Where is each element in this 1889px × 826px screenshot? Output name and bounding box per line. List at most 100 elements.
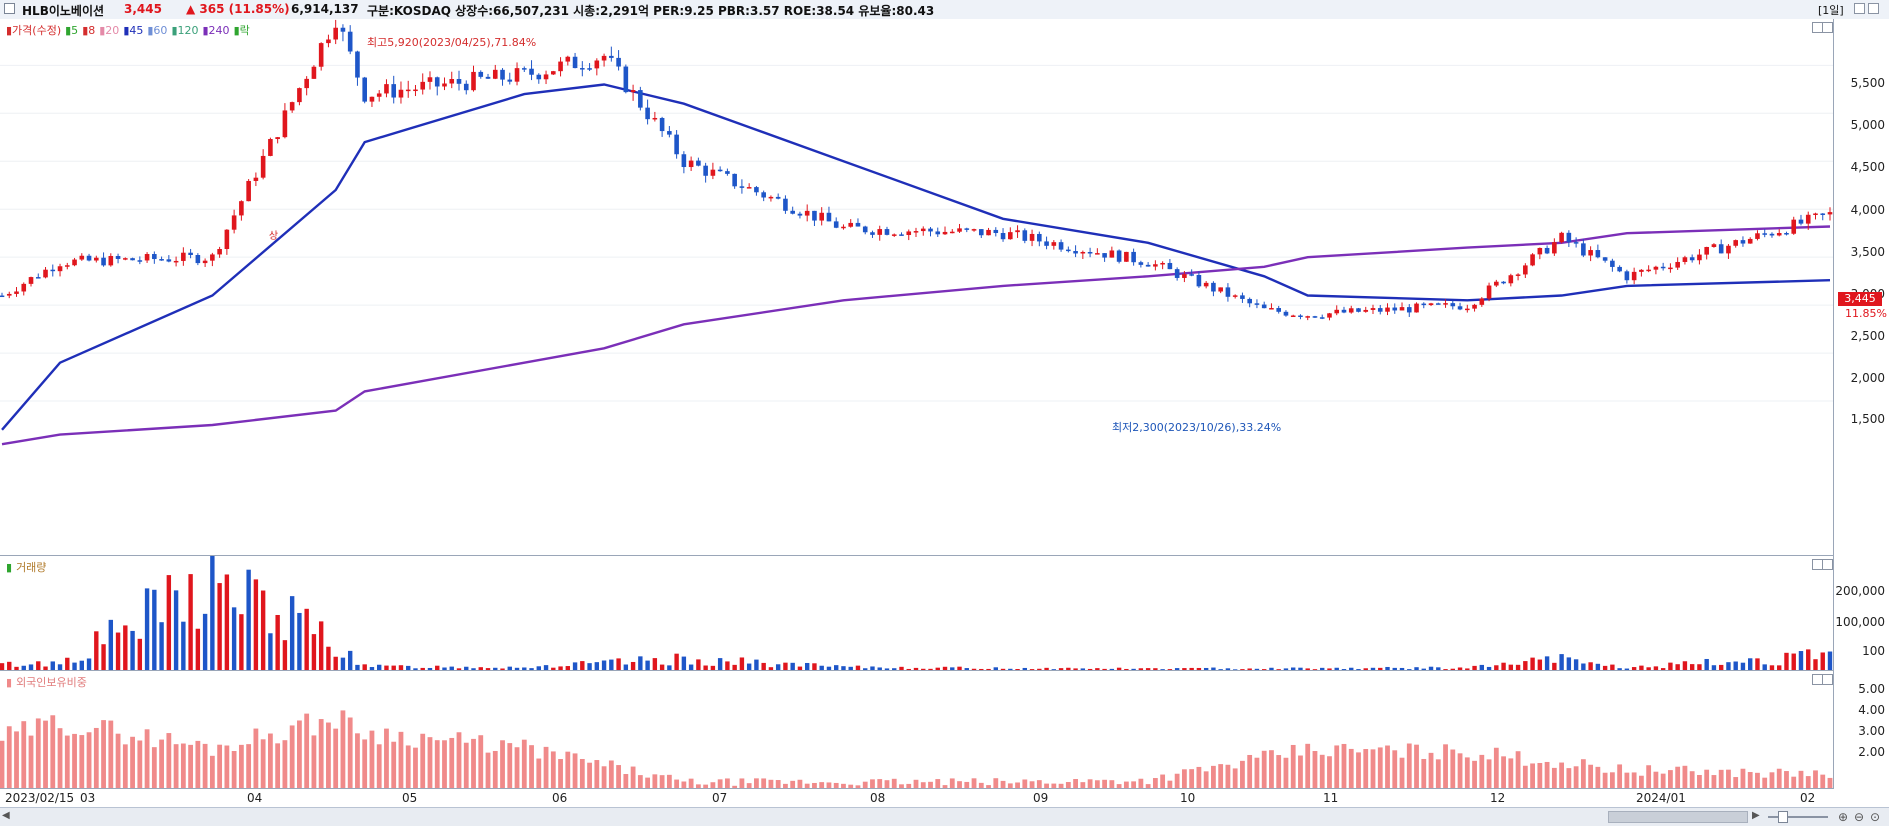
candle-body <box>1008 232 1013 240</box>
candle-body <box>703 165 708 176</box>
candle-body <box>870 232 875 235</box>
candle-body <box>1109 250 1115 258</box>
candle-body <box>1073 251 1078 254</box>
price-chart-panel[interactable]: ▮가격(수정) ▮5 ▮8 ▮20 ▮45 ▮60 ▮120 ▮240 ▮락 <box>0 19 1833 556</box>
candle-body <box>1037 233 1042 242</box>
header-checkbox[interactable] <box>4 3 15 14</box>
minimize-icon[interactable] <box>1854 3 1865 14</box>
zoom-out-icon[interactable]: ⊖ <box>1853 810 1865 824</box>
volume-bar <box>1058 668 1064 670</box>
scroll-left-icon[interactable]: ◀ <box>2 810 10 821</box>
volume-bar <box>1617 668 1622 670</box>
foreign-bar <box>195 740 201 788</box>
volume-bar <box>1167 669 1173 670</box>
candle-body <box>942 231 948 235</box>
foreign-bar <box>1218 764 1224 788</box>
foreign-ownership-panel[interactable]: ▮ 외국인보유비중 <box>0 671 1833 789</box>
candle-body <box>340 27 346 32</box>
volume-bar <box>971 668 977 670</box>
zoom-slider-knob[interactable] <box>1778 811 1788 823</box>
volume-bar <box>551 667 556 670</box>
candle-body <box>57 266 63 272</box>
scroll-thumb[interactable] <box>1608 811 1748 823</box>
volume-bar <box>72 662 77 670</box>
volume-bar <box>1740 662 1746 670</box>
volume-bar <box>587 663 592 670</box>
volume-bar <box>681 656 687 670</box>
candle-body <box>1747 238 1753 244</box>
volume-close-icon[interactable] <box>1822 559 1833 570</box>
volume-bar <box>36 661 41 670</box>
period-selector[interactable]: [1일] <box>1818 4 1844 17</box>
candle-body <box>1377 308 1383 312</box>
volume-bar <box>0 663 5 670</box>
volume-bar <box>804 662 810 670</box>
volume-bar <box>1769 665 1775 670</box>
volume-bar <box>94 631 99 670</box>
foreign-bar <box>1392 750 1398 788</box>
price-chart[interactable] <box>0 19 1833 555</box>
stock-name[interactable]: HLB이노베이션 <box>22 4 105 18</box>
foreign-ownership-chart[interactable] <box>0 671 1833 788</box>
candle-body <box>543 74 549 80</box>
zoom-reset-icon[interactable]: ⊙ <box>1869 810 1881 824</box>
candle-body <box>1298 315 1303 318</box>
volume-bar <box>1232 669 1238 670</box>
foreign-bar <box>500 740 505 788</box>
volume-bar <box>993 667 998 670</box>
foreign-bar <box>333 728 339 788</box>
candle-body <box>471 71 476 91</box>
foreign-bar <box>1595 766 1601 788</box>
foreign-bar <box>1457 753 1463 788</box>
volume-bar <box>1073 668 1078 670</box>
chart-scrollbar[interactable]: ◀ ▶ ⊕ ⊖ ⊙ <box>0 808 1889 826</box>
foreign-bar <box>86 732 92 788</box>
volume-bar <box>580 661 585 670</box>
foreign-close-icon[interactable] <box>1822 674 1833 685</box>
foreign-bar <box>884 780 890 788</box>
volume-bar <box>710 665 716 670</box>
foreign-bar <box>1624 772 1630 788</box>
foreign-bar <box>282 740 288 788</box>
volume-bar <box>1595 663 1601 670</box>
candle-body <box>1624 271 1630 281</box>
foreign-bar <box>543 746 549 788</box>
volume-bar <box>1421 668 1426 670</box>
volume-bar <box>863 668 868 670</box>
foreign-tick-label: 3.00 <box>1858 724 1885 738</box>
volume-chart-panel[interactable]: ▮ 거래량 <box>0 556 1833 671</box>
candle-body <box>1029 233 1035 241</box>
foreign-bar <box>986 785 991 788</box>
zoom-slider[interactable] <box>1768 816 1828 818</box>
candle-body <box>688 160 694 168</box>
close-icon[interactable] <box>1868 3 1879 14</box>
volume-bar <box>144 588 150 670</box>
candle-body <box>1022 230 1028 241</box>
volume-bar <box>1588 662 1593 670</box>
foreign-bar <box>1718 769 1724 788</box>
candle-body <box>551 71 556 75</box>
foreign-bar <box>1087 779 1093 788</box>
panel-close-icon[interactable] <box>1822 22 1833 33</box>
date-label: 05 <box>402 791 418 805</box>
foreign-bar <box>608 760 614 788</box>
candle-body <box>231 215 237 230</box>
foreign-bar <box>1356 752 1361 788</box>
foreign-bar <box>594 760 600 788</box>
zoom-in-icon[interactable]: ⊕ <box>1837 810 1849 824</box>
foreign-bar <box>732 785 738 788</box>
scroll-right-icon[interactable]: ▶ <box>1752 810 1760 821</box>
foreign-bar <box>1160 774 1166 788</box>
foreign-bar <box>1827 777 1833 788</box>
foreign-bar <box>79 735 85 788</box>
candle-body <box>1523 265 1528 275</box>
candle-body <box>1472 304 1477 309</box>
volume-axis: 200,000 100,000 100 <box>1833 556 1889 671</box>
candle-body <box>1370 308 1376 310</box>
volume-chart[interactable] <box>0 556 1833 670</box>
volume-bar <box>1261 669 1267 670</box>
volume-bar <box>239 614 244 670</box>
volume-legend: ▮ 거래량 <box>6 561 47 574</box>
candle-body <box>115 255 121 259</box>
candle-body <box>1203 282 1209 287</box>
